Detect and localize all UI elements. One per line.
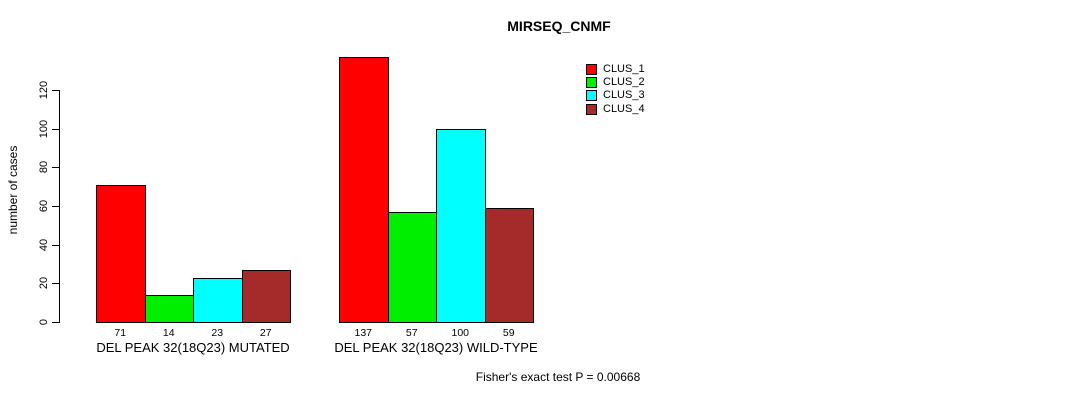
y-tick-mark [52, 90, 59, 91]
legend-label: CLUS_3 [603, 89, 645, 102]
legend-label: CLUS_4 [603, 102, 645, 115]
y-axis-title: number of cases [6, 145, 20, 235]
bar-clus_2-group1 [144, 294, 194, 323]
legend-swatch-icon [586, 103, 597, 115]
y-tick-mark [52, 322, 59, 323]
legend-label: CLUS_1 [603, 63, 645, 75]
bar-value-label: 100 [451, 327, 470, 339]
bar-clus_1-group1 [96, 184, 146, 323]
group-label: DEL PEAK 32(18Q23) MUTATED [96, 340, 290, 355]
legend-label: CLUS_2 [603, 76, 645, 89]
y-tick-mark [52, 206, 59, 207]
bar-clus_3-group1 [193, 277, 243, 323]
y-tick-mark [52, 167, 59, 169]
legend-swatch-icon [586, 64, 597, 75]
bar-value-label: 71 [114, 327, 127, 339]
y-tick-label: 60 [38, 199, 50, 213]
y-tick-label: 0 [38, 318, 50, 326]
bar-value-label: 14 [162, 327, 175, 339]
bar-value-label: 59 [502, 327, 515, 339]
legend-swatch-icon [586, 77, 597, 89]
legend-swatch-icon [586, 90, 597, 102]
bar-value-label: 57 [405, 327, 418, 339]
y-tick-mark [52, 244, 59, 246]
y-tick-label: 120 [38, 80, 50, 100]
bar-clus_1-group2 [339, 57, 389, 323]
y-tick-label: 40 [38, 238, 50, 251]
bar-clus_2-group2 [387, 211, 437, 323]
bar-value-label: 27 [259, 327, 272, 339]
y-axis-line [59, 90, 60, 323]
y-tick-label: 100 [38, 119, 50, 138]
y-tick-mark [52, 283, 59, 285]
y-tick-label: 20 [38, 277, 50, 290]
bar-clus_4-group2 [484, 207, 534, 323]
footnote: Fisher's exact test P = 0.00668 [475, 370, 641, 384]
y-tick-label: 80 [38, 161, 50, 174]
y-tick-mark [52, 128, 59, 130]
bar-clus_4-group1 [241, 269, 291, 323]
group-label: DEL PEAK 32(18Q23) WILD-TYPE [334, 340, 538, 355]
bar-value-label: 23 [211, 327, 224, 339]
bar-value-label: 137 [354, 327, 373, 339]
bar-clus_3-group2 [436, 128, 486, 323]
chart-title: MIRSEQ_CNMF [507, 18, 611, 34]
